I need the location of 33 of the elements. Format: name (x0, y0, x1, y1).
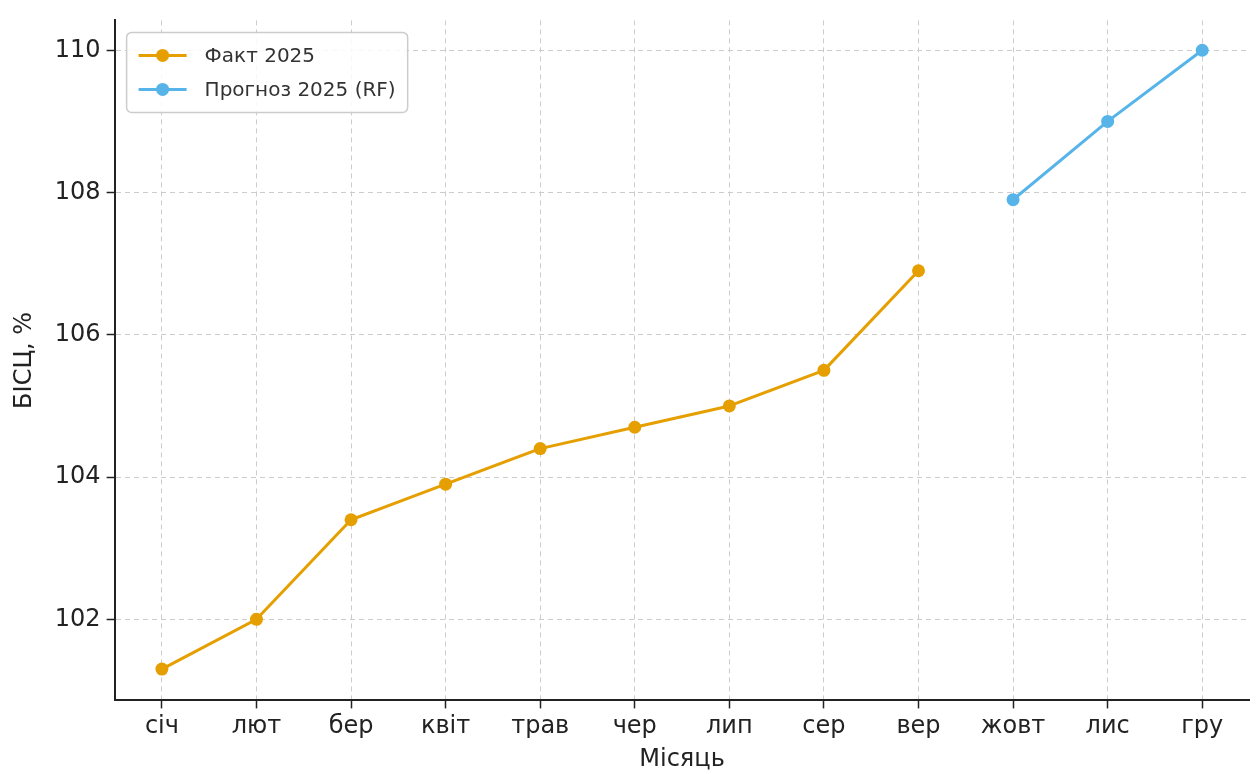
x-tick-label: лис (1085, 711, 1130, 740)
x-tick-label: бер (328, 711, 374, 740)
x-tick-label: трав (511, 711, 570, 740)
legend-label: Факт 2025 (204, 42, 316, 67)
point (628, 420, 642, 434)
point (1101, 114, 1115, 128)
x-tick-label: вер (896, 711, 941, 740)
x-tick-label: лип (706, 711, 753, 740)
x-axis-title: Місяць (639, 743, 725, 772)
point (439, 477, 453, 491)
x-tick-label: квіт (420, 711, 471, 740)
point (155, 662, 169, 676)
point (533, 442, 547, 456)
y-tick-label: 104 (54, 461, 101, 490)
point (911, 264, 925, 278)
x-tick-label: чер (612, 711, 657, 740)
x-tick-label: січ (144, 711, 179, 740)
y-tick-label: 106 (54, 319, 101, 348)
y-tick-label: 108 (54, 176, 101, 205)
x-tick-label: лют (231, 711, 282, 740)
legend-label: Прогноз 2025 (RF) (204, 76, 396, 101)
point (249, 612, 263, 626)
point (1006, 193, 1020, 207)
point (344, 513, 358, 527)
x-tick-label: сер (802, 711, 846, 740)
x-tick-label: гру (1181, 711, 1224, 740)
point (1195, 43, 1209, 57)
x-tick-label: жовт (980, 711, 1046, 740)
y-tick-label: 110 (54, 34, 101, 63)
y-axis-title: БІСЦ, % (8, 311, 37, 409)
point (817, 363, 831, 377)
point (722, 399, 736, 413)
y-tick-label: 102 (54, 603, 101, 632)
